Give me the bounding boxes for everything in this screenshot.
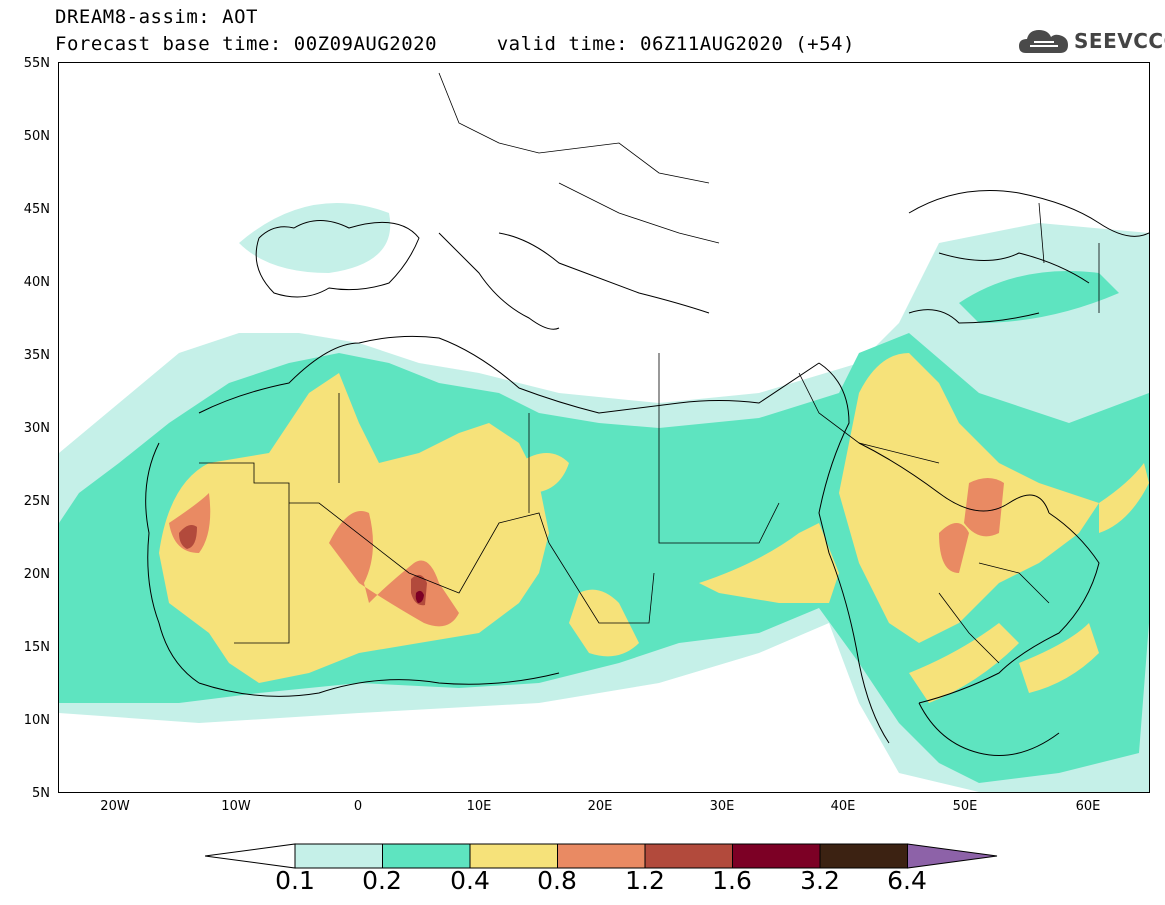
lat-label: 50N bbox=[23, 129, 50, 144]
lon-label: 40E bbox=[830, 799, 856, 814]
aot-map bbox=[59, 72, 1149, 792]
lon-label: 30E bbox=[709, 799, 735, 814]
seevccc-logo: SEEVCCC bbox=[1018, 26, 1165, 56]
coastlines bbox=[145, 190, 1149, 756]
forecast-time-line: Forecast base time: 00Z09AUG2020 valid t… bbox=[55, 33, 855, 55]
colorbar-segment bbox=[557, 843, 646, 869]
colorbar-left-arrow bbox=[205, 843, 296, 869]
logo-text: SEEVCCC bbox=[1074, 29, 1165, 53]
lon-label: 20E bbox=[587, 799, 613, 814]
colorbar-label: 0.1 bbox=[275, 866, 315, 895]
colorbar-segment bbox=[469, 843, 558, 869]
lat-label: 20N bbox=[23, 567, 50, 582]
colorbar-segment bbox=[294, 843, 383, 869]
aot-contour-1.6 bbox=[415, 590, 424, 603]
map-panel bbox=[58, 62, 1150, 793]
colorbar-right-arrow bbox=[907, 843, 998, 869]
lat-label: 25N bbox=[23, 494, 50, 509]
colorbar-segment bbox=[644, 843, 733, 869]
lon-label: 50E bbox=[952, 799, 978, 814]
colorbar-segment bbox=[732, 843, 821, 869]
lon-label: 0 bbox=[353, 799, 363, 814]
colorbar-label: 0.2 bbox=[362, 866, 402, 895]
colorbar-label: 1.6 bbox=[712, 866, 752, 895]
colorbar bbox=[205, 843, 998, 869]
colorbar-label: 0.8 bbox=[537, 866, 577, 895]
lat-label: 30N bbox=[23, 421, 50, 436]
colorbar-label: 1.2 bbox=[625, 866, 665, 895]
colorbar-label: 6.4 bbox=[887, 866, 927, 895]
lat-label: 35N bbox=[23, 348, 50, 363]
lat-label: 15N bbox=[23, 640, 50, 655]
lon-label: 60E bbox=[1075, 799, 1101, 814]
lon-label: 10E bbox=[466, 799, 492, 814]
colorbar-label: 3.2 bbox=[800, 866, 840, 895]
lon-label: 10W bbox=[221, 799, 251, 814]
lon-label: 20W bbox=[100, 799, 130, 814]
country-borders bbox=[199, 72, 1100, 664]
lat-label: 5N bbox=[32, 786, 50, 801]
lat-label: 40N bbox=[23, 275, 50, 290]
colorbar-label: 0.4 bbox=[450, 866, 490, 895]
lat-label: 10N bbox=[23, 713, 50, 728]
colorbar-segment bbox=[819, 843, 908, 869]
lat-label: 55N bbox=[23, 56, 50, 71]
colorbar-segment bbox=[382, 843, 471, 869]
lat-label: 45N bbox=[23, 202, 50, 217]
aot-contour-0.8 bbox=[169, 478, 1004, 627]
cloud-icon bbox=[1019, 30, 1068, 53]
chart-title: DREAM8-assim: AOT bbox=[55, 6, 258, 28]
